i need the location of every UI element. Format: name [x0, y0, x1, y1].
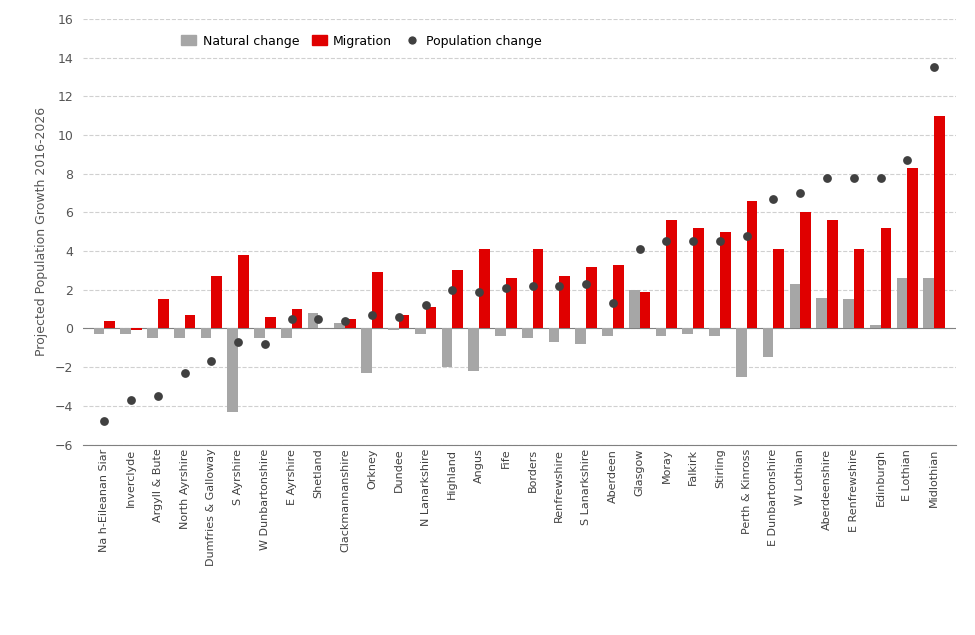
Bar	[666, 220, 677, 328]
Point	[230, 337, 246, 347]
Bar	[388, 328, 399, 330]
Bar	[827, 220, 838, 328]
Point	[204, 356, 219, 366]
Bar	[399, 315, 410, 328]
Bar	[908, 168, 918, 328]
Bar	[372, 272, 382, 328]
Bar	[549, 328, 560, 342]
Bar	[747, 201, 758, 328]
Point	[900, 155, 916, 165]
Bar	[281, 328, 292, 338]
Point	[578, 279, 594, 289]
Point	[552, 281, 567, 291]
Bar	[238, 255, 249, 328]
Point	[605, 298, 621, 309]
Point	[765, 194, 781, 204]
Point	[123, 395, 138, 405]
Bar	[640, 291, 650, 328]
Legend: Natural change, Migration, Population change: Natural change, Migration, Population ch…	[176, 30, 546, 53]
Bar	[629, 290, 640, 328]
Bar	[506, 278, 517, 328]
Bar	[720, 232, 730, 328]
Point	[311, 314, 327, 324]
Point	[819, 173, 835, 183]
Bar	[479, 249, 489, 328]
Bar	[334, 323, 345, 328]
Bar	[560, 276, 570, 328]
Bar	[104, 321, 115, 328]
Bar	[292, 309, 302, 328]
Bar	[870, 324, 880, 328]
Bar	[522, 328, 532, 338]
Bar	[709, 328, 720, 336]
Point	[685, 236, 701, 246]
Y-axis label: Projected Population Growth 2016-2026: Projected Population Growth 2016-2026	[35, 107, 48, 356]
Bar	[603, 328, 613, 336]
Point	[97, 416, 112, 426]
Bar	[468, 328, 479, 371]
Point	[365, 310, 380, 320]
Point	[471, 286, 487, 297]
Point	[417, 300, 433, 311]
Point	[284, 314, 299, 324]
Bar	[800, 213, 811, 328]
Point	[632, 244, 647, 254]
Point	[658, 236, 674, 246]
Bar	[414, 328, 425, 334]
Point	[257, 339, 273, 349]
Point	[873, 173, 888, 183]
Bar	[693, 228, 704, 328]
Bar	[184, 315, 195, 328]
Bar	[442, 328, 452, 367]
Bar	[880, 228, 891, 328]
Bar	[934, 116, 945, 328]
Bar	[147, 328, 158, 338]
Point	[712, 236, 727, 246]
Bar	[854, 249, 865, 328]
Bar	[532, 249, 543, 328]
Bar	[897, 278, 908, 328]
Bar	[736, 328, 747, 377]
Point	[846, 173, 862, 183]
Point	[793, 188, 808, 198]
Point	[391, 312, 407, 322]
Bar	[762, 328, 773, 358]
Bar	[816, 298, 827, 328]
Bar	[452, 271, 463, 328]
Bar	[923, 278, 934, 328]
Bar	[656, 328, 666, 336]
Bar	[227, 328, 238, 411]
Bar	[575, 328, 586, 344]
Bar	[613, 265, 624, 328]
Bar	[773, 249, 784, 328]
Bar	[308, 313, 319, 328]
Bar	[201, 328, 212, 338]
Bar	[94, 328, 104, 334]
Bar	[158, 300, 169, 328]
Bar	[265, 317, 276, 328]
Bar	[254, 328, 265, 338]
Point	[176, 368, 192, 378]
Point	[926, 62, 942, 72]
Bar	[120, 328, 131, 334]
Bar	[174, 328, 184, 338]
Bar	[495, 328, 506, 336]
Bar	[586, 267, 597, 328]
Bar	[362, 328, 372, 373]
Point	[525, 281, 540, 291]
Point	[739, 231, 755, 241]
Point	[150, 391, 166, 401]
Point	[337, 316, 353, 326]
Bar	[212, 276, 222, 328]
Bar	[425, 307, 436, 328]
Point	[498, 283, 514, 293]
Point	[445, 284, 460, 295]
Bar	[843, 300, 854, 328]
Bar	[682, 328, 693, 334]
Bar	[345, 319, 356, 328]
Bar	[790, 284, 800, 328]
Bar	[131, 328, 141, 330]
